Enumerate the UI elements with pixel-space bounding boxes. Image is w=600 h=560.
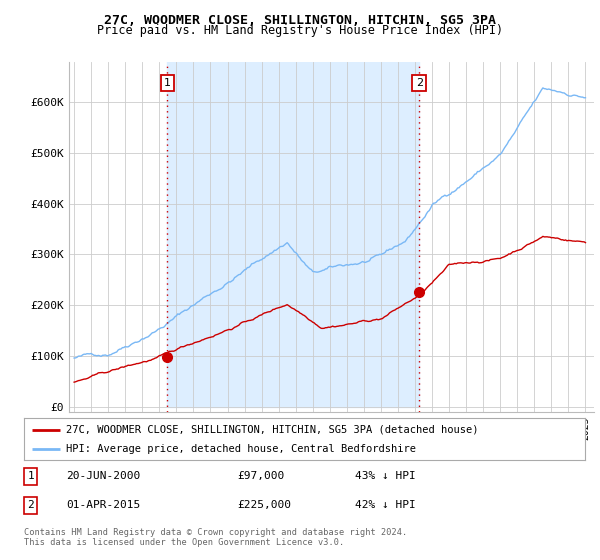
Text: 01-APR-2015: 01-APR-2015 (66, 501, 140, 511)
Text: 42% ↓ HPI: 42% ↓ HPI (355, 501, 416, 511)
Text: 20-JUN-2000: 20-JUN-2000 (66, 472, 140, 482)
Text: 1: 1 (28, 472, 34, 482)
Text: Price paid vs. HM Land Registry's House Price Index (HPI): Price paid vs. HM Land Registry's House … (97, 24, 503, 37)
Text: £225,000: £225,000 (237, 501, 291, 511)
Text: 27C, WOODMER CLOSE, SHILLINGTON, HITCHIN, SG5 3PA: 27C, WOODMER CLOSE, SHILLINGTON, HITCHIN… (104, 14, 496, 27)
Text: 1: 1 (164, 78, 171, 88)
Text: £97,000: £97,000 (237, 472, 284, 482)
Text: HPI: Average price, detached house, Central Bedfordshire: HPI: Average price, detached house, Cent… (66, 444, 416, 454)
Text: 27C, WOODMER CLOSE, SHILLINGTON, HITCHIN, SG5 3PA (detached house): 27C, WOODMER CLOSE, SHILLINGTON, HITCHIN… (66, 424, 479, 435)
Text: 43% ↓ HPI: 43% ↓ HPI (355, 472, 416, 482)
Text: Contains HM Land Registry data © Crown copyright and database right 2024.
This d: Contains HM Land Registry data © Crown c… (24, 528, 407, 547)
Text: 2: 2 (28, 501, 34, 511)
Text: 2: 2 (416, 78, 423, 88)
